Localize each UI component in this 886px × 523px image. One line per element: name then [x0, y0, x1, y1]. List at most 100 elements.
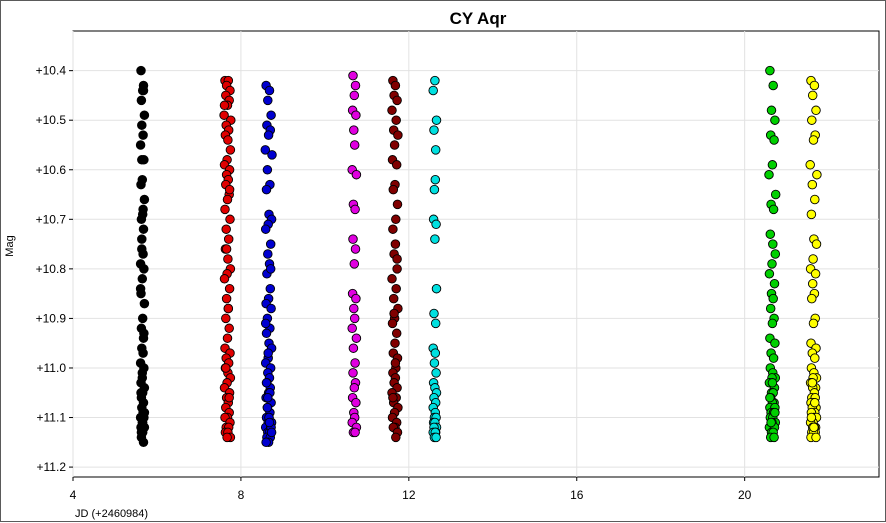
data-point: [138, 204, 148, 215]
data-point: [137, 313, 148, 324]
data-point: [139, 110, 150, 120]
series-7: [805, 75, 822, 443]
data-point: [349, 383, 360, 393]
data-point: [135, 140, 146, 150]
data-point: [807, 115, 817, 125]
data-point: [261, 184, 272, 195]
data-point: [137, 244, 147, 254]
data-point: [392, 199, 403, 210]
y-tick-label: +11.0: [37, 361, 67, 375]
data-point: [351, 397, 361, 408]
data-point: [137, 234, 147, 244]
data-point: [429, 125, 439, 135]
data-point: [770, 338, 780, 348]
data-point: [222, 432, 232, 443]
data-point: [137, 417, 148, 428]
data-point: [811, 432, 821, 443]
data-point: [808, 254, 818, 264]
data-point: [224, 283, 235, 294]
data-point: [809, 422, 819, 433]
data-point: [768, 293, 778, 304]
data-point: [388, 184, 399, 195]
data-point: [430, 348, 441, 358]
data-point: [769, 278, 780, 289]
y-tick-label: +10.4: [36, 64, 67, 78]
data-point: [389, 140, 400, 150]
data-point: [768, 353, 779, 363]
data-point: [351, 169, 362, 180]
data-point: [811, 239, 822, 249]
data-point: [265, 239, 276, 249]
series-5: [428, 75, 442, 443]
data-point: [349, 140, 360, 150]
data-point: [769, 432, 779, 443]
data-point: [807, 179, 818, 190]
data-point: [222, 333, 233, 343]
data-point: [350, 358, 360, 368]
data-point: [388, 293, 399, 304]
data-point: [387, 105, 397, 116]
x-tick-label: 8: [238, 488, 245, 502]
data-point: [807, 278, 818, 289]
data-point: [264, 417, 275, 428]
data-point: [764, 169, 774, 180]
data-point: [225, 145, 236, 155]
data-point: [223, 254, 233, 264]
data-point: [391, 328, 402, 339]
x-axis-label: JD (+2460984): [75, 508, 148, 520]
y-tick-label: +10.9: [36, 311, 67, 325]
data-point: [220, 204, 230, 215]
data-point: [807, 90, 818, 101]
data-point: [265, 283, 276, 294]
data-point: [139, 264, 149, 274]
x-tick-label: 20: [738, 488, 752, 502]
data-point: [223, 135, 233, 145]
chart-title: CY Aqr: [450, 9, 507, 28]
data-point: [221, 313, 231, 324]
y-tick-label: +10.5: [36, 113, 67, 127]
data-point: [351, 333, 362, 343]
data-point: [139, 298, 150, 309]
data-point: [349, 313, 360, 324]
data-point: [225, 214, 235, 225]
data-point: [429, 308, 439, 319]
y-axis-label: Mag: [4, 235, 16, 256]
data-point: [137, 368, 148, 378]
data-point: [767, 318, 778, 329]
data-point: [350, 244, 361, 254]
data-point: [351, 293, 361, 304]
data-point: [392, 95, 402, 106]
data-point: [768, 204, 779, 215]
data-point: [263, 249, 273, 259]
data-point: [812, 169, 822, 180]
data-point: [766, 417, 776, 428]
data-point: [810, 397, 820, 408]
data-point: [267, 150, 277, 160]
data-point: [765, 65, 775, 76]
data-point: [138, 348, 148, 358]
data-point: [350, 427, 360, 438]
data-point: [765, 229, 776, 239]
data-point: [224, 184, 235, 195]
data-point: [138, 85, 149, 96]
data-point: [136, 65, 146, 76]
x-tick-label: 16: [570, 488, 584, 502]
data-point: [769, 135, 779, 145]
series-4: [387, 75, 403, 443]
x-tick-label: 4: [70, 488, 77, 502]
data-point: [805, 160, 815, 170]
data-point: [136, 427, 147, 438]
data-point: [391, 214, 401, 225]
data-point: [808, 318, 819, 329]
data-point: [431, 368, 441, 378]
y-tick-label: +10.7: [36, 212, 67, 226]
data-point: [765, 303, 776, 314]
series-3: [347, 70, 362, 438]
data-point: [429, 358, 440, 368]
data-point: [391, 283, 401, 294]
plot-area: [72, 30, 880, 478]
data-point: [430, 234, 440, 244]
series-1: [219, 75, 236, 443]
